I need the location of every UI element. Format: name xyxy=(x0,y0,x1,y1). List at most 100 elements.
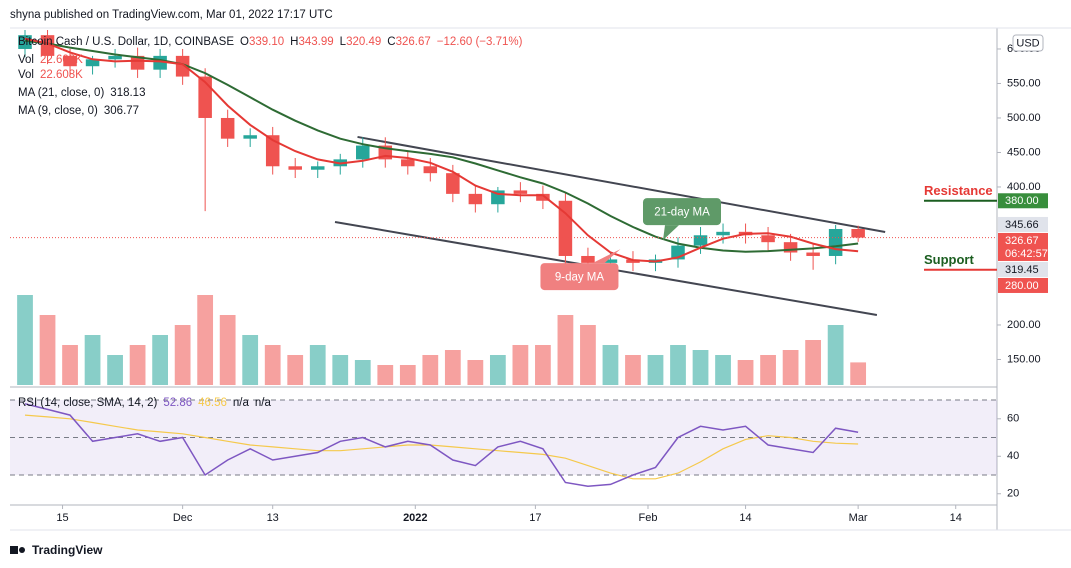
ma-legend-name: MA (9, close, 0) xyxy=(18,105,98,117)
price-label-text: 280.00 xyxy=(1005,280,1039,292)
logo: TradingView xyxy=(10,543,103,557)
price-label-text: 345.66 xyxy=(1005,219,1039,231)
volume-bar xyxy=(444,350,461,385)
x-tick-label: Feb xyxy=(639,512,658,524)
publisher: shyna published on TradingView.com, Mar … xyxy=(10,9,333,21)
ohlc-key: H xyxy=(290,36,298,48)
volume-bar xyxy=(422,355,439,385)
candle-body xyxy=(513,190,528,194)
ma-line xyxy=(24,37,859,263)
y-tick-label: 400.00 xyxy=(1007,181,1041,193)
ohlc-key: O xyxy=(240,36,249,48)
legend-title-row: Bitcoin Cash / U.S. Dollar, 1D, COINBASE… xyxy=(18,36,523,48)
rsi-legend: RSI (14, close, SMA, 14, 2) 52.86 46.56 n/a… xyxy=(18,397,271,409)
level-label: Resistance xyxy=(924,183,993,198)
price-label xyxy=(998,277,1048,293)
trendline xyxy=(357,135,886,233)
candle-body xyxy=(761,235,775,243)
logo-mark xyxy=(10,546,18,554)
volume-bar xyxy=(377,365,394,385)
ohlc-value: 320.49 xyxy=(346,36,381,48)
ohlc-value: 343.99 xyxy=(298,36,333,48)
price-label-text: 319.45 xyxy=(1005,264,1039,276)
volume-legend-name: Vol xyxy=(18,54,34,66)
volume-bar xyxy=(242,335,259,385)
candle-body xyxy=(536,193,550,201)
volume-bar xyxy=(129,345,146,385)
price-pane xyxy=(17,30,886,385)
candle-body xyxy=(851,228,865,238)
volume-bar xyxy=(647,355,664,385)
rsi-line xyxy=(24,403,859,488)
level-label: Support xyxy=(924,252,974,267)
volume-bar xyxy=(287,355,304,385)
volume-legend: Vol 22.608K xyxy=(18,69,83,81)
ma-legend-value: 318.13 xyxy=(110,87,145,99)
volume-bar xyxy=(309,345,326,385)
candle-body xyxy=(220,117,235,139)
volume-bar xyxy=(535,345,551,385)
price-label xyxy=(998,232,1048,261)
rsi-tick-label: 40 xyxy=(1007,450,1019,462)
volume-bar xyxy=(512,345,529,385)
candle-body xyxy=(356,145,370,160)
volume-bar xyxy=(107,355,123,385)
volume-bar xyxy=(174,325,191,385)
candle-body xyxy=(828,228,843,256)
volume-bar xyxy=(625,355,641,385)
logo-mark xyxy=(19,547,25,553)
x-tick-label: Dec xyxy=(173,512,193,524)
volume-bar xyxy=(737,360,754,385)
price-label-text: 326.67 xyxy=(1005,235,1039,247)
x-tick-label: 14 xyxy=(739,512,751,524)
volume-bar xyxy=(332,355,349,385)
x-tick-label: 2022 xyxy=(403,512,427,524)
y-tick-label: 550.00 xyxy=(1007,77,1041,89)
currency[interactable]: USD xyxy=(1016,37,1039,49)
candle-body xyxy=(175,55,190,77)
volume-bar xyxy=(219,315,236,385)
volume-bar xyxy=(670,345,686,385)
volume-bar xyxy=(692,350,709,385)
volume-bar xyxy=(264,345,281,385)
currency-button[interactable] xyxy=(1012,34,1044,52)
price-label xyxy=(998,216,1048,232)
callout-pointer xyxy=(662,225,679,241)
volume-bar xyxy=(489,355,506,385)
candle-body xyxy=(783,242,798,253)
candle-body xyxy=(693,235,708,246)
rsi-name: RSI (14, close, SMA, 14, 2) xyxy=(18,397,158,409)
y-tick-label: 150.00 xyxy=(1007,353,1041,365)
ma-line xyxy=(24,39,859,253)
candle-body xyxy=(603,259,618,263)
rsi-tick-label: 20 xyxy=(1007,488,1019,500)
volume-bar xyxy=(354,360,371,385)
rsi-readout: 52.86 xyxy=(163,397,192,409)
volume-legend-value: 22.608K xyxy=(40,69,83,81)
x-tick-label: 17 xyxy=(529,512,541,524)
volume-bar xyxy=(197,295,214,385)
ma-legend: MA (9, close, 0) 306.77 xyxy=(18,105,139,117)
volume-bar xyxy=(760,355,776,385)
candle-body xyxy=(558,200,573,256)
rsi-tick-label: 60 xyxy=(1007,413,1019,425)
candle-body xyxy=(265,135,280,167)
candle-body xyxy=(401,159,415,167)
candle-body xyxy=(130,55,145,70)
volume-bar xyxy=(827,325,844,385)
price-label-countdown: 06:42:57 xyxy=(1005,248,1048,260)
rsi-line xyxy=(24,414,859,480)
price-label xyxy=(998,193,1048,209)
y-tick-label: 500.00 xyxy=(1007,112,1041,124)
price-label-text: 380.00 xyxy=(1005,195,1039,207)
volume-bar xyxy=(399,365,416,385)
logo-text: TradingView xyxy=(32,543,103,557)
volume-bar xyxy=(152,335,168,385)
candle-body xyxy=(243,135,257,139)
volume-bar xyxy=(62,345,78,385)
volume-bar xyxy=(17,295,33,385)
change: −12.60 (−3.71%) xyxy=(437,36,523,48)
ohlc-key: L xyxy=(340,36,347,48)
